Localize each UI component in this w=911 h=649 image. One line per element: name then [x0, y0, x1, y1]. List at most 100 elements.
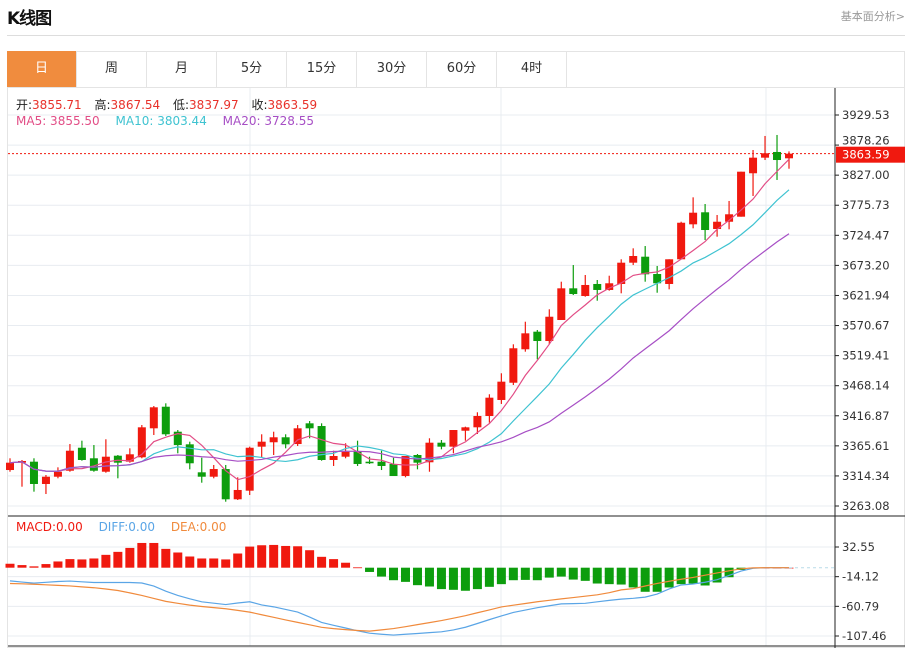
candle [149, 406, 158, 435]
macd-bar [460, 567, 470, 591]
candle-body [521, 333, 530, 350]
macd-tick-label: 32.55 [842, 540, 875, 554]
candle [749, 149, 758, 196]
macd-bar [616, 567, 626, 585]
candle-body [101, 456, 110, 472]
macd-bar [41, 564, 51, 568]
macd-bar [365, 567, 375, 572]
macd-bar [712, 567, 722, 583]
candle-body [293, 428, 302, 445]
tab-15min[interactable]: 15分 [287, 51, 357, 87]
candle [701, 204, 710, 241]
macd-bar [101, 554, 111, 568]
ma5-legend: MA5: 3855.50 [16, 114, 100, 128]
candle-body [473, 415, 482, 428]
price-tick-label: 3570.67 [842, 319, 890, 333]
low-label: 低: [173, 98, 190, 112]
ma5-line [9, 158, 790, 481]
macd-legend-value: MACD:0.00 [16, 520, 83, 534]
candle [545, 309, 554, 345]
macd-tick-label: -107.46 [842, 629, 886, 643]
macd-bar [209, 558, 219, 568]
candle-body [581, 284, 590, 297]
tab-4hour[interactable]: 4时 [497, 51, 567, 87]
candle [281, 434, 290, 449]
candle [713, 214, 722, 237]
candle-body [773, 151, 782, 161]
close-value: 3863.59 [267, 98, 318, 112]
candle-body [497, 381, 506, 400]
candle-body [269, 437, 278, 443]
price-tick-label: 3519.41 [842, 349, 890, 363]
candle-body [629, 255, 638, 263]
macd-bar [245, 546, 255, 568]
macd-bar [544, 567, 554, 578]
fundamental-analysis-link[interactable]: 基本面分析> [840, 10, 905, 23]
macd-legend: MACD:0.00 DIFF:0.00 DEA:0.00 [16, 520, 226, 534]
candle [665, 259, 674, 290]
candle [485, 394, 494, 423]
dea-legend-value: DEA:0.00 [170, 520, 227, 534]
macd-bar [568, 567, 578, 580]
diff-legend-value: DIFF:0.00 [98, 520, 155, 534]
candle-body [761, 153, 770, 158]
tab-month[interactable]: 月 [147, 51, 217, 87]
macd-bar [484, 567, 494, 587]
candle [557, 281, 566, 321]
last-price-tag [836, 146, 905, 163]
tab-week[interactable]: 周 [77, 51, 147, 87]
macd-bar [77, 559, 87, 568]
candle [233, 477, 242, 501]
tab-30min[interactable]: 30分 [357, 51, 427, 87]
tab-60min[interactable]: 60分 [427, 51, 497, 87]
macd-bar [221, 559, 231, 568]
open-label: 开: [16, 98, 33, 112]
macd-bar [377, 567, 387, 577]
open-value: 3855.71 [32, 98, 82, 112]
macd-bar [628, 567, 638, 588]
macd-bar [664, 567, 674, 588]
dea-line [9, 567, 789, 632]
macd-bar [281, 545, 291, 568]
ohlc-legend: 开:3855.71 高:3867.54 低:3837.97 收:3863.59 [16, 96, 326, 113]
candle-body [113, 455, 122, 463]
candle [689, 197, 698, 229]
period-tabs: 日 周 月 5分 15分 30分 60分 4时 [7, 51, 905, 88]
ma20-legend: MA20: 3728.55 [222, 114, 314, 128]
candle-body [365, 461, 374, 464]
macd-bar [341, 562, 351, 568]
candle-body [485, 397, 494, 416]
candle [593, 279, 602, 301]
macd-bar [89, 558, 99, 568]
candle-body [89, 458, 98, 471]
price-tick-label: 3827.00 [842, 168, 890, 182]
macd-bar [688, 567, 698, 584]
macd-bar [472, 567, 482, 590]
candle [677, 221, 686, 260]
macd-bar [592, 567, 602, 584]
macd-bar [269, 544, 279, 568]
candle [365, 456, 374, 464]
tab-5min[interactable]: 5分 [217, 51, 287, 87]
candle-body [65, 450, 74, 471]
candle-body [173, 431, 182, 446]
tab-day[interactable]: 日 [7, 51, 77, 87]
candle-body [713, 221, 722, 230]
candle [473, 412, 482, 435]
macd-bar [233, 553, 243, 568]
candle-body [725, 214, 734, 222]
candle [461, 426, 470, 441]
candle [617, 259, 626, 294]
candle-body [701, 212, 710, 231]
macd-bar [185, 556, 195, 568]
candle [245, 446, 254, 496]
candle-body [401, 456, 410, 477]
macd-bar [436, 567, 446, 590]
candle-body [6, 462, 14, 471]
ma10-line [9, 189, 790, 472]
candle [101, 439, 110, 473]
candle [29, 458, 38, 492]
candle [413, 454, 422, 470]
macd-bar [448, 567, 458, 590]
